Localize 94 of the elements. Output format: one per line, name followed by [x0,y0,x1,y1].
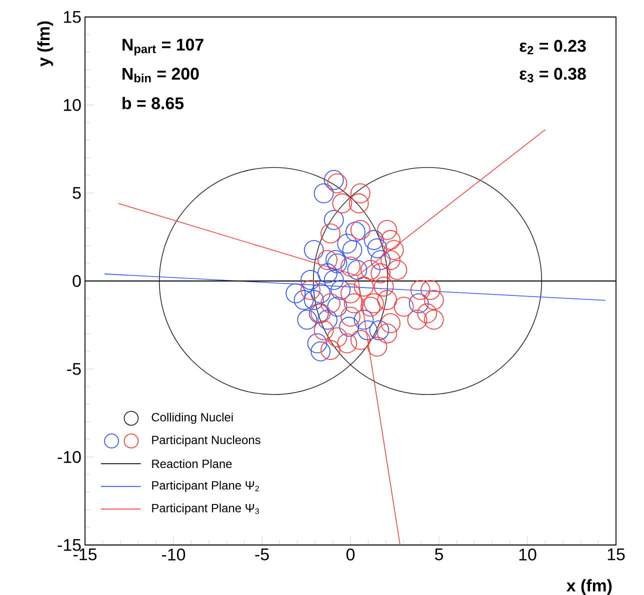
point [360,260,380,280]
point [318,310,338,330]
point [350,183,370,204]
point [342,240,362,260]
annotation: ε$_{3}$ = 0.38 [520,68,586,82]
point [374,276,394,297]
point [314,320,334,340]
point [346,222,366,242]
point [364,293,384,314]
point [354,310,374,330]
point [310,341,331,362]
annotation: b = 8.65 [122,96,184,110]
point [370,250,391,270]
point [380,230,400,250]
point [320,340,340,360]
point [367,238,388,258]
point [384,240,404,260]
point [380,250,400,270]
point [324,270,344,290]
point [354,276,374,297]
point [324,210,344,230]
x-axis-title: x (fm) [566,579,612,595]
x-tick-label: -10 [162,548,186,561]
point [337,234,358,254]
point [387,260,408,280]
y-tick-label: -10 [58,451,81,463]
point [347,260,368,280]
y-tick-label: 10 [64,99,81,111]
y-tick-label: -5 [67,363,81,375]
point [304,290,324,310]
y-tick-label: -15 [58,539,81,551]
point [300,280,320,300]
legend-label: Participant Plane Ψ$_{3}$ [152,504,259,515]
point [310,283,331,304]
legend-label: Participant Nucleons [152,435,260,447]
point [327,173,348,194]
point [377,220,398,240]
point [410,280,430,300]
point [294,290,314,310]
point [300,270,320,290]
annotation: N$_{bin}$ = 200 [122,68,199,82]
point [318,263,338,284]
point [337,333,358,354]
x-tick-label: 0 [346,548,355,561]
point [424,310,444,330]
point [320,293,340,314]
point [324,170,344,190]
point [408,293,429,314]
legend-label: Participant Plane Ψ$_{2}$ [152,480,259,492]
point [332,193,352,214]
y-tick-label: 5 [72,187,81,199]
legend-label: Reaction Plane [152,459,232,468]
annotation: ε$_{2}$ = 0.23 [520,40,586,54]
point [350,220,370,240]
point [314,183,334,204]
point [364,230,384,250]
point [417,303,438,324]
point [370,263,391,284]
point [348,193,369,214]
point [424,290,444,310]
point [344,293,364,314]
y-tick-label: 0 [72,275,81,287]
point [318,250,338,270]
point [377,290,398,310]
point [327,296,348,317]
point [307,333,328,354]
point [340,283,360,304]
point [286,283,306,304]
point [369,320,390,340]
point [330,280,351,300]
point [340,306,360,327]
point [297,310,318,330]
point [304,240,324,260]
x-tick-label: 10 [519,548,536,561]
point [360,296,380,317]
point [367,336,388,357]
point [407,310,428,330]
y-axis-title: y (fm) [37,21,54,66]
point [339,316,360,337]
point [377,323,398,344]
point [350,330,370,350]
point [380,313,400,334]
annotation: N$_{part}$ = 107 [122,38,204,56]
point [340,256,360,277]
x-tick-label: 15 [608,548,625,560]
point [394,296,414,317]
x-tick-label: -5 [255,548,269,560]
point [327,327,348,348]
annotation: Colliding Nuclei [152,412,233,424]
point [420,280,440,300]
y-tick-label: 15 [64,11,81,23]
point [358,320,378,340]
point [320,224,340,244]
x-tick-label: 5 [434,548,443,560]
